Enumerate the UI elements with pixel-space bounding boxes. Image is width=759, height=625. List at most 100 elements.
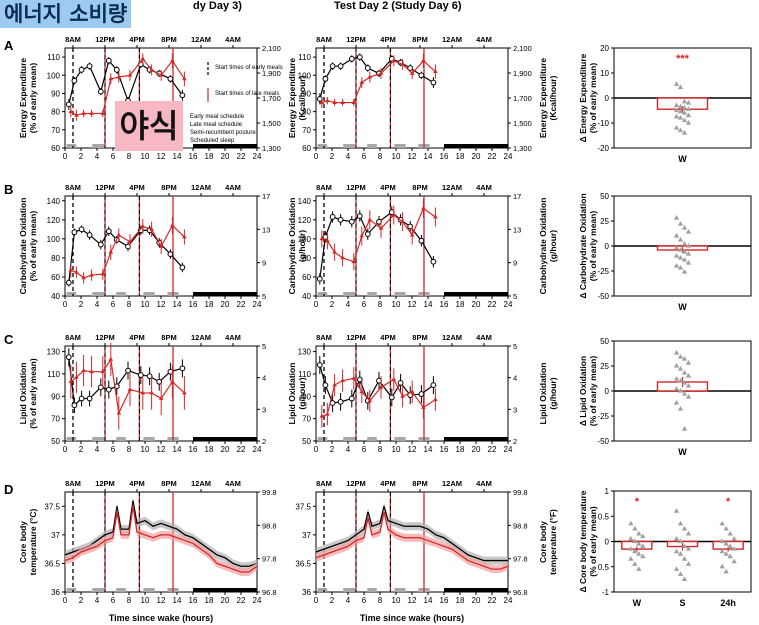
clock-tick-label: 12PM	[346, 35, 366, 44]
x-tick-label: 8	[378, 152, 383, 161]
x-tick-label: 2	[79, 300, 84, 309]
y2-tick-label: 99.8	[513, 488, 528, 497]
clock-tick-label: 4PM	[129, 183, 144, 192]
x-tick-label: 4	[346, 596, 351, 605]
y-tick-label: 20	[600, 44, 609, 53]
clock-tick-label: 8PM	[412, 333, 427, 342]
y2-axis-title: Lipid Oxidation	[287, 363, 297, 425]
x-tick-label: 14	[424, 445, 433, 454]
y-tick-label: 50	[600, 337, 609, 346]
subject-point	[677, 354, 684, 359]
y-tick-label: 50	[600, 192, 609, 201]
x-tick-label: 20	[221, 445, 230, 454]
subject-point	[628, 535, 634, 541]
posture-band	[343, 292, 356, 296]
x-tick-label: 14	[173, 596, 182, 605]
header-left-partial: dy Day 3)	[193, 0, 242, 12]
y-axis-title: Δ Lipid Oxidation	[578, 356, 588, 426]
sleep-band	[193, 144, 257, 148]
x-tick-label: 10	[141, 152, 150, 161]
subject-point	[632, 525, 638, 531]
subject-point	[719, 520, 725, 526]
legend-late-schedule: Late meal schedule	[190, 122, 243, 128]
subject-point	[636, 541, 642, 546]
posture-band	[116, 292, 126, 296]
x-tick-label: 10	[392, 445, 401, 454]
y2-tick-label: 1,900	[262, 69, 281, 78]
posture-band	[367, 292, 377, 296]
subject-point	[677, 406, 684, 411]
subject-point	[685, 394, 692, 399]
x-tick-label: 24	[504, 152, 513, 161]
x-tick-label: 0	[63, 445, 68, 454]
category-label: W	[678, 447, 687, 457]
clock-tick-label: 8AM	[65, 183, 81, 192]
subject-point	[727, 553, 733, 559]
clock-tick-label: 8AM	[316, 479, 332, 488]
y-tick-label: 100	[47, 235, 61, 244]
x-tick-label: 12	[157, 300, 166, 309]
subject-point	[677, 108, 684, 114]
data-point	[348, 218, 355, 225]
data-point	[359, 79, 365, 84]
y-tick-label: 120	[298, 216, 312, 225]
subject-point	[685, 360, 692, 365]
y-tick-label: 70	[51, 415, 60, 424]
x-tick-label: 16	[440, 300, 449, 309]
subject-point	[640, 543, 646, 549]
data-point	[149, 390, 154, 395]
x-tick-label: 16	[189, 445, 198, 454]
data-point	[89, 369, 94, 374]
subject-point	[640, 553, 646, 559]
x-tick-label: 2	[330, 300, 335, 309]
y-tick-label: -20	[597, 144, 609, 153]
subject-point	[723, 525, 729, 531]
y-tick-label: 90	[51, 89, 60, 98]
x-tick-label: 2	[79, 152, 84, 161]
data-point	[68, 267, 74, 272]
x-tick-label: 2	[79, 596, 84, 605]
x-tick-label: 22	[488, 300, 497, 309]
x-tick-label: 18	[456, 152, 465, 161]
data-point	[351, 375, 357, 380]
y-tick-label: 0	[605, 242, 610, 251]
significance-marker: *	[726, 496, 731, 508]
data-point	[89, 110, 94, 115]
clock-tick-label: 8PM	[161, 35, 176, 44]
data-point	[325, 98, 330, 103]
y2-tick-label: 9	[262, 259, 266, 268]
clock-tick-label: 12AM	[191, 35, 211, 44]
y2-tick-label: 17	[262, 192, 270, 201]
y-tick-label: 0	[605, 538, 610, 547]
subject-point	[673, 113, 680, 119]
subject-point	[681, 525, 688, 531]
data-point	[397, 379, 404, 386]
x-tick-label: 18	[205, 152, 214, 161]
posture-band	[317, 588, 328, 592]
y-tick-label: 40	[51, 292, 60, 301]
clock-tick-label: 4PM	[380, 183, 395, 192]
data-point	[316, 362, 323, 368]
y2-tick-label: 96.8	[262, 588, 277, 597]
data-point	[108, 356, 114, 361]
y-axis-title: (% of early mean)	[588, 211, 598, 282]
x-tick-label: 12	[157, 445, 166, 454]
y-axis-title: Δ Core body temperature	[578, 490, 588, 592]
y2-axis-title: (Kcal/hour)	[297, 75, 307, 120]
y-tick-label: 0	[605, 94, 610, 103]
posture-band	[367, 588, 377, 592]
x-tick-label: 6	[111, 596, 116, 605]
data-point	[158, 395, 164, 400]
y-axis-title: Carbohydrate Oxidation	[18, 198, 28, 295]
subject-point	[673, 363, 680, 368]
subject-point	[685, 251, 692, 256]
clock-tick-label: 12AM	[191, 183, 211, 192]
y2-tick-label: 2	[513, 437, 517, 446]
data-point	[378, 384, 384, 389]
data-point	[400, 219, 405, 224]
subject-point	[673, 245, 680, 250]
y2-axis-title: Lipid Oxidation	[538, 363, 548, 425]
category-label: W	[678, 302, 687, 312]
